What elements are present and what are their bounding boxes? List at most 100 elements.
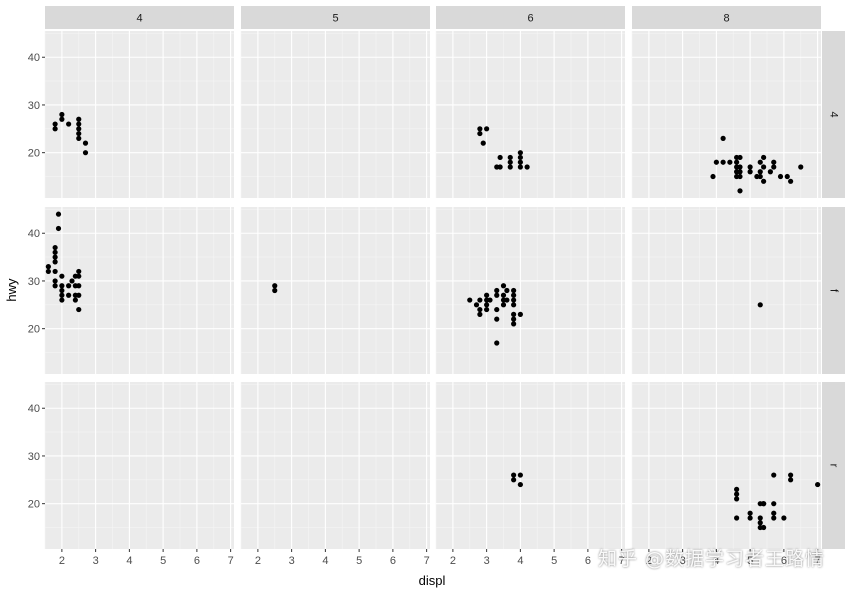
data-point (494, 316, 500, 322)
watermark-text: 知乎 @数据学习者王路情 (597, 548, 825, 570)
data-point (52, 283, 58, 289)
x-tick-label: 7 (424, 555, 430, 567)
x-tick-label: 7 (619, 555, 625, 567)
panel-5-4 (240, 31, 430, 198)
data-point (82, 140, 89, 146)
data-point (747, 169, 753, 175)
row-strip-bg (822, 382, 845, 549)
data-point (52, 244, 58, 251)
data-point (66, 292, 72, 298)
x-tick-label: 4 (322, 555, 328, 567)
data-point (511, 477, 517, 483)
data-point (757, 515, 763, 521)
data-point (477, 306, 483, 313)
data-point (76, 306, 82, 313)
panel-8-f (631, 207, 821, 374)
data-point (500, 302, 507, 308)
y-tick-label: 40 (28, 228, 40, 240)
x-tick-label: 2 (450, 555, 456, 567)
row-strip-label: 4 (828, 111, 840, 117)
data-point (511, 292, 517, 298)
col-strip-label: 5 (332, 13, 338, 25)
data-point (76, 273, 82, 279)
y-tick-label: 40 (28, 403, 40, 415)
data-point (484, 302, 490, 308)
data-point (477, 126, 483, 132)
data-point (500, 283, 507, 289)
panel-6-r (435, 382, 625, 549)
panel-5-r (240, 382, 430, 549)
data-point (52, 121, 58, 127)
x-tick-label: 6 (781, 555, 787, 567)
data-point (494, 287, 500, 294)
data-point (484, 292, 490, 298)
data-point (66, 121, 72, 127)
x-tick-label: 6 (194, 555, 200, 567)
panel-background (241, 382, 430, 549)
y-axis-title: hwy (4, 278, 19, 302)
data-point (76, 130, 82, 137)
data-point (59, 116, 65, 122)
y-tick-label: 20 (28, 324, 40, 336)
col-strip-bg (241, 6, 430, 29)
data-point (52, 126, 58, 132)
data-point (727, 159, 733, 165)
data-point (517, 481, 523, 488)
data-point (757, 520, 763, 526)
data-point (713, 159, 719, 165)
panel-background (436, 382, 625, 549)
x-tick-label: 7 (815, 555, 821, 567)
panel-5-f (240, 207, 430, 374)
data-point (788, 472, 794, 478)
data-point (59, 292, 65, 298)
facet-strips: 4 5 6 8 4 f r (45, 6, 845, 549)
data-point (45, 264, 51, 270)
row-strip-bg (822, 31, 845, 198)
panel-background (45, 382, 234, 549)
col-strip-bg (436, 6, 625, 29)
data-point (517, 311, 523, 317)
data-point (507, 164, 513, 170)
data-point (517, 150, 523, 156)
data-point (734, 496, 740, 502)
data-point (747, 515, 753, 521)
col-strip-label: 4 (136, 13, 142, 25)
data-point (734, 159, 740, 165)
axes: 20 30 40 20 30 40 20 30 40 2 3 4 5 6 7 2 3 4 5 6 7 2 3 4 5 6 7 2 3 4 5… (28, 52, 821, 567)
data-point (52, 249, 58, 255)
data-point (771, 159, 777, 165)
data-point (757, 173, 763, 180)
data-point (473, 302, 480, 308)
x-axis-title: displ (419, 573, 446, 588)
data-point (511, 321, 517, 327)
y-tick-label: 20 (28, 148, 40, 160)
data-point (784, 173, 790, 180)
panel-8-r (631, 382, 821, 549)
x-tick-label: 5 (356, 555, 362, 567)
x-tick-label: 4 (517, 555, 523, 567)
data-point (798, 164, 804, 170)
data-point (55, 211, 62, 217)
data-point (788, 178, 794, 184)
data-point (477, 297, 483, 303)
panel-background (632, 382, 821, 549)
x-tick-label: 4 (126, 555, 132, 567)
data-point (517, 154, 523, 161)
panel-background (45, 31, 234, 198)
data-point (494, 306, 500, 313)
data-point (82, 150, 89, 156)
data-point (511, 302, 517, 308)
data-point (497, 154, 503, 161)
data-point (737, 154, 743, 161)
panel-4-f (44, 207, 234, 374)
data-point (734, 491, 740, 497)
data-point (59, 111, 65, 118)
row-strip-label: f (828, 289, 840, 293)
y-tick-label: 30 (28, 276, 40, 288)
data-point (734, 486, 740, 492)
panel-background (632, 31, 821, 198)
x-tick-label: 3 (484, 555, 490, 567)
data-point (761, 524, 767, 531)
data-point (59, 273, 65, 279)
data-point (494, 292, 500, 298)
